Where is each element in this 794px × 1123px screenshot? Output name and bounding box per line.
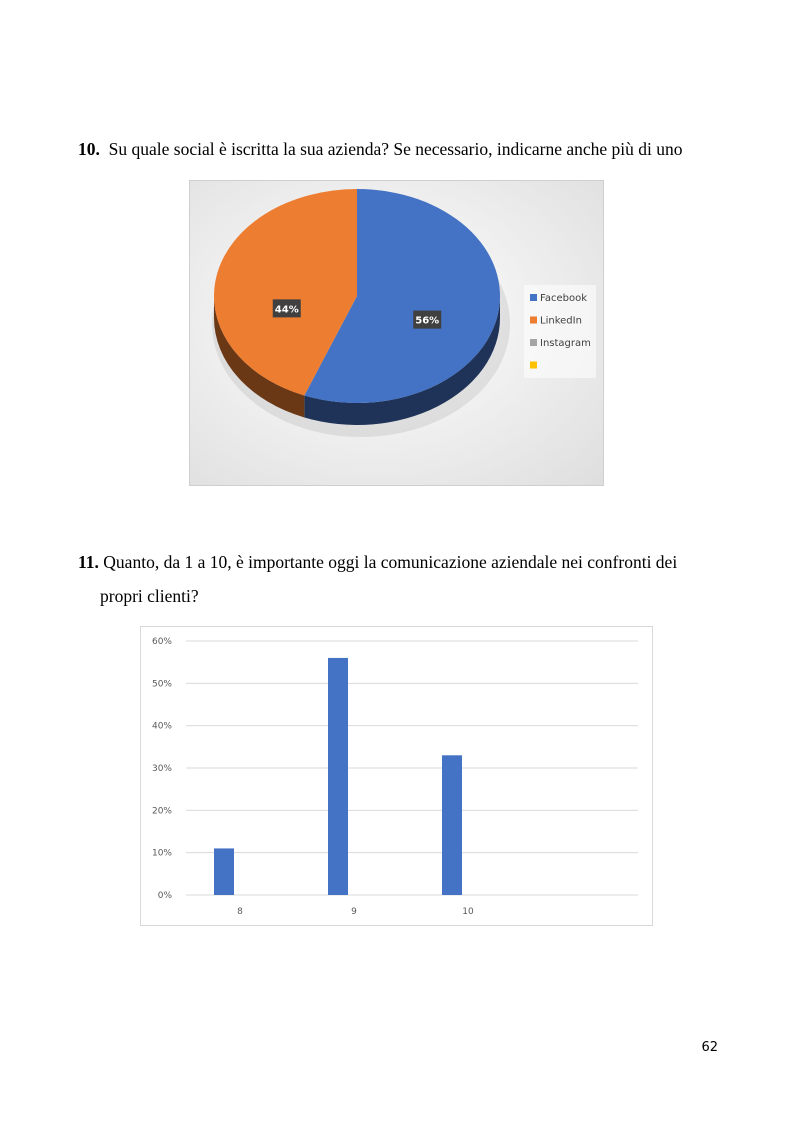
bar-8 (214, 848, 234, 895)
data-label-box (413, 310, 442, 329)
y-tick-label: 20% (152, 806, 172, 816)
question-text: Su quale social è iscritta la sua aziend… (108, 139, 683, 159)
question-text: Quanto, da 1 a 10, è importante oggi la … (103, 552, 678, 572)
question-11: 11. Quanto, da 1 a 10, è importante oggi… (78, 545, 728, 613)
data-label-linkedin: 44% (272, 299, 301, 318)
bar-chart-canvas: 0% 10% 20% 30% 40% 50% 60% 8 9 10 (152, 637, 638, 917)
pie-slice-linkedin (213, 189, 357, 396)
social-pie-chart: 56% 44% Facebook LinkedIn Instagram (189, 180, 604, 486)
data-label-text: 56% (415, 316, 439, 327)
importance-bar-chart: 0% 10% 20% 30% 40% 50% 60% 8 9 10 (140, 626, 653, 926)
y-tick-label: 40% (152, 722, 172, 732)
bar-9 (328, 657, 348, 895)
data-label-text: 44% (275, 304, 299, 315)
legend-label-instagram: Instagram (540, 338, 591, 349)
legend-label-linkedin: LinkedIn (540, 316, 582, 327)
legend-marker-instagram (530, 339, 537, 346)
pie-legend: Facebook LinkedIn Instagram (524, 285, 596, 378)
page-number: 62 (701, 1040, 718, 1055)
x-tick-label: 10 (462, 907, 474, 917)
pie-slice-facebook (304, 189, 500, 403)
legend-marker-linkedin (530, 316, 537, 324)
x-tick-label: 8 (237, 907, 243, 917)
y-tick-label: 10% (152, 849, 172, 859)
question-number: 10. (78, 139, 100, 159)
question-text-continued: propri clienti? (100, 586, 199, 606)
y-tick-label: 30% (152, 764, 172, 774)
legend-marker-facebook (530, 294, 537, 301)
bar-10 (442, 755, 462, 895)
data-label-box (272, 299, 301, 318)
x-tick-label: 9 (351, 907, 357, 917)
y-tick-label: 0% (158, 891, 173, 901)
pie-side-linkedin (214, 296, 305, 418)
data-label-facebook: 56% (413, 310, 442, 329)
legend-label-facebook: Facebook (540, 293, 587, 304)
y-tick-label: 50% (152, 679, 172, 689)
pie-chart-canvas: 56% 44% Facebook LinkedIn Instagram (212, 189, 596, 437)
legend-marker-unnamed (530, 361, 537, 369)
y-tick-label: 60% (152, 637, 172, 647)
pie-side-facebook (304, 296, 500, 425)
question-number: 11. (78, 552, 99, 572)
question-10: 10. Su quale social è iscritta la sua az… (78, 132, 683, 166)
